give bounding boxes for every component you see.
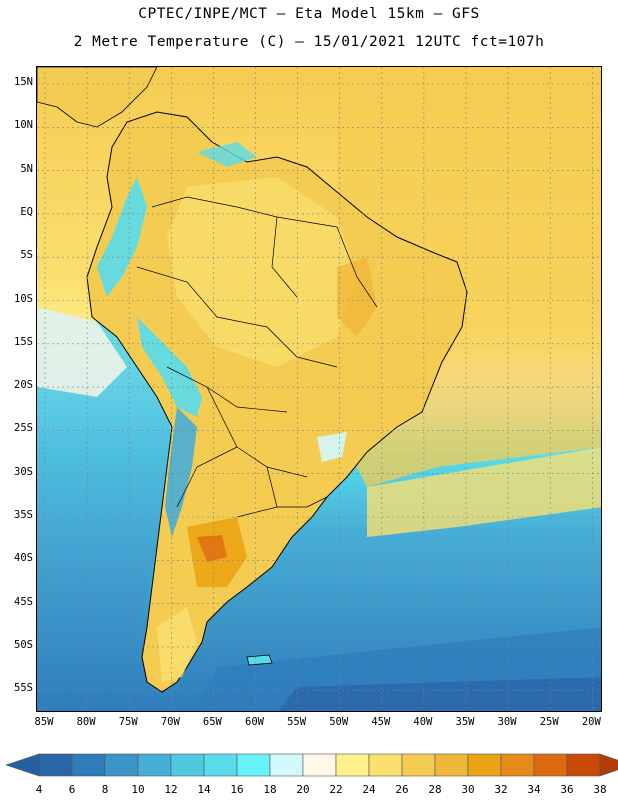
colorbar-over-arrow [599, 753, 618, 777]
colorbar-swatch [533, 753, 568, 777]
latitude-label: 50S [14, 638, 33, 651]
colorbar-swatch [302, 753, 337, 777]
latitude-label: 10S [14, 292, 33, 305]
longitude-label: 55W [287, 716, 307, 728]
longitude-label: 25W [539, 716, 559, 728]
colorbar-tick-label: 10 [131, 783, 145, 796]
pacific-mild-band [37, 307, 127, 397]
temperature-map [36, 66, 602, 712]
colorbar [5, 753, 618, 777]
colorbar-tick-label: 18 [263, 783, 277, 796]
latitude-label: 5N [20, 162, 33, 175]
atlantic-mild-band [367, 447, 601, 537]
colorbar-tick-label: 24 [362, 783, 376, 796]
longitude-label: 65W [202, 716, 222, 728]
andes-north [97, 177, 147, 297]
argentina-hot [197, 535, 227, 562]
colorbar-swatch [434, 753, 469, 777]
colorbar-swatch [566, 753, 601, 777]
south-brazil-cool [317, 432, 347, 462]
southern-ocean-deep [278, 677, 601, 711]
pacific-cool-band [37, 307, 177, 711]
andes-south [165, 407, 197, 537]
latitude-label: 45S [14, 595, 33, 608]
colorbar-tick-label: 8 [101, 783, 109, 796]
colorbar-tick-label: 32 [494, 783, 508, 796]
colorbar-swatch [401, 753, 436, 777]
latitude-label: 35S [14, 509, 33, 521]
colorbar-tick-label: 12 [164, 783, 178, 796]
colorbar-tick-label: 22 [329, 783, 343, 796]
map-canvas [37, 67, 601, 711]
colorbar-tick-label: 16 [230, 783, 244, 796]
andes-venezuela [197, 142, 257, 167]
colorbar-tick-label: 36 [560, 783, 574, 796]
graticule [37, 67, 601, 711]
colorbar-swatch [500, 753, 535, 777]
colorbar-swatch [170, 753, 205, 777]
latitude-label: 25S [14, 422, 33, 435]
latitude-label: 15N [14, 76, 33, 88]
latitude-label: 40S [14, 552, 33, 565]
latitude-label: 30S [14, 465, 33, 478]
colorbar-tick-label: 14 [197, 783, 211, 796]
colorbar-swatch [137, 753, 172, 777]
northeast-warm [337, 257, 377, 337]
colorbar-swatch [71, 753, 106, 777]
colorbar-swatch [335, 753, 370, 777]
longitude-label: 20W [581, 716, 601, 728]
longitude-label: 80W [76, 716, 96, 728]
latitude-label: 5S [20, 249, 33, 262]
country-borders [136, 196, 378, 518]
longitude-label: 85W [34, 716, 54, 728]
chart-subtitle: 2 Metre Temperature (C) – 15/01/2021 12U… [73, 34, 545, 50]
colorbar-tick-label: 30 [461, 783, 475, 796]
patagonia [157, 607, 197, 682]
colorbar-swatch [203, 753, 238, 777]
colorbar-swatch [467, 753, 502, 777]
colorbar-tick-label: 34 [527, 783, 541, 796]
latitude-label: 10N [14, 119, 33, 132]
chart-title: CPTEC/INPE/MCT – Eta Model 15km – GFS [138, 6, 480, 22]
andes-central [137, 317, 202, 417]
colorbar-swatch [269, 753, 304, 777]
longitude-label: 30W [497, 716, 517, 728]
latitude-label: EQ [20, 205, 33, 218]
longitude-label: 45W [371, 716, 391, 728]
colorbar-tick-label: 26 [395, 783, 409, 796]
latitude-label: 55S [14, 682, 33, 695]
colorbar-tick-label: 28 [428, 783, 442, 796]
colorbar-under-arrow [5, 753, 40, 777]
colorbar-swatch [236, 753, 271, 777]
longitude-label: 50W [329, 716, 349, 728]
colorbar-swatch [38, 753, 73, 777]
longitude-label: 60W [245, 716, 264, 728]
falkland-islands [246, 654, 273, 666]
longitude-label: 35W [455, 716, 475, 728]
colorbar-tick-label: 38 [593, 783, 607, 796]
longitude-label: 40W [413, 716, 433, 728]
colorbar-tick-label: 6 [68, 783, 76, 796]
colorbar-swatch [368, 753, 403, 777]
colorbar-tick-label: 20 [296, 783, 310, 796]
longitude-label: 75W [118, 716, 138, 728]
colorbar-swatch [104, 753, 139, 777]
longitude-label: 70W [160, 716, 180, 728]
latitude-label: 20S [14, 379, 33, 392]
colorbar-tick-label: 4 [35, 783, 43, 796]
amazon-region [167, 177, 357, 367]
latitude-label: 15S [14, 335, 33, 348]
